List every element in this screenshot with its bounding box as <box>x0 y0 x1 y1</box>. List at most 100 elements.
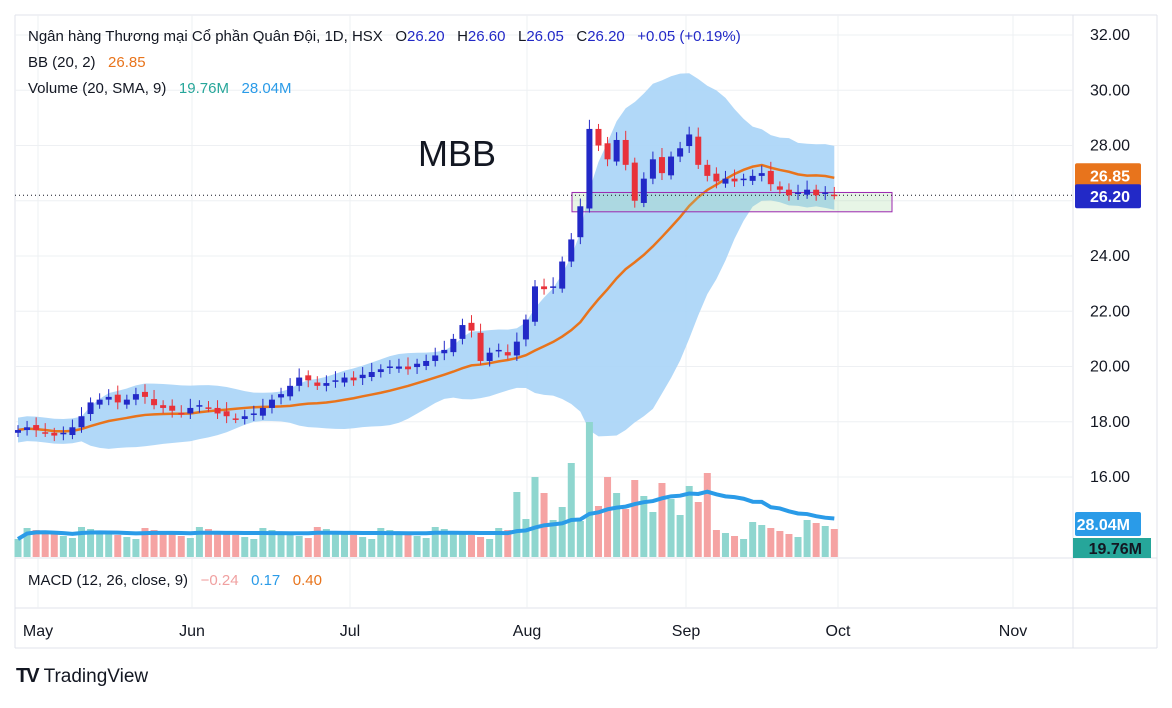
volume-bar <box>776 531 784 557</box>
volume-bar <box>322 529 330 557</box>
tradingview-brand[interactable]: TV TradingView <box>16 665 148 688</box>
y-tick-label: 16.00 <box>1090 469 1130 486</box>
volume-bar <box>504 530 512 557</box>
change-value: +0.05 (+0.19%) <box>637 28 741 45</box>
zone-rect <box>571 191 893 213</box>
candle-body <box>151 399 158 406</box>
candle-body <box>822 192 829 194</box>
candle-body <box>60 432 67 435</box>
volume-bar <box>649 512 657 557</box>
volume-bar <box>77 527 85 557</box>
open-label: O <box>395 28 407 45</box>
bb-band-fill <box>18 73 835 449</box>
volume-bar <box>431 527 439 557</box>
high-label: H <box>457 28 468 45</box>
volume-bar <box>150 530 158 557</box>
candle-body <box>495 349 502 352</box>
candle-body <box>722 178 729 184</box>
volume-sma-value: 28.04M <box>241 80 292 97</box>
volume-sma-badge: 28.04M <box>1077 517 1130 534</box>
volume-bar <box>712 530 720 557</box>
candle-body <box>704 164 711 176</box>
candle-body <box>677 148 684 157</box>
candle-body <box>368 372 375 377</box>
candle-body <box>114 394 121 403</box>
candle-body <box>423 360 430 366</box>
low-value: 26.05 <box>526 28 564 45</box>
volume-value: 19.76M <box>178 80 229 97</box>
candle-body <box>441 349 448 354</box>
bb-mid-badge-bg <box>1075 163 1141 188</box>
volume-bar <box>495 528 503 557</box>
tradingview-logo-icon: TV <box>16 665 40 687</box>
candle-body <box>160 405 167 408</box>
volume-bar <box>368 539 376 557</box>
y-tick-label: 28.00 <box>1090 138 1130 155</box>
volume-bar <box>331 531 339 557</box>
candle-body <box>631 162 638 201</box>
candle-body <box>432 355 439 361</box>
volume-bar <box>613 493 621 557</box>
volume-bar <box>286 534 294 557</box>
volume-bar <box>141 528 149 557</box>
close-label: C <box>576 28 588 45</box>
volume-bar <box>341 533 349 557</box>
candle-body <box>359 374 366 379</box>
candle-body <box>568 239 575 262</box>
volume-bar <box>268 530 276 557</box>
volume-bar <box>468 535 475 557</box>
volume-bar <box>440 529 448 557</box>
volume-bar <box>132 539 140 557</box>
volume-bar <box>731 536 739 557</box>
bb-mid-badge: 26.85 <box>1090 168 1130 185</box>
candle-body <box>51 432 58 436</box>
candle-body <box>622 139 629 165</box>
brand-name: TradingView <box>43 665 149 687</box>
candle-body <box>332 380 339 382</box>
candle-body <box>178 412 185 415</box>
chart-title: MBB <box>418 133 496 174</box>
legend-macd: MACD (12, 26, close, 9) −0.24 0.17 0.40 <box>28 568 322 594</box>
candle-body <box>42 432 49 434</box>
volume-bar <box>359 537 367 557</box>
volume-bar <box>576 521 584 557</box>
volume-bar <box>195 527 203 557</box>
volume-bar <box>186 538 194 557</box>
volume-bar <box>767 528 775 557</box>
volume-bar <box>821 526 829 557</box>
high-value: 26.60 <box>467 28 506 45</box>
volume-bar <box>486 539 494 557</box>
candle-body <box>278 394 285 398</box>
volume-bar <box>758 525 766 557</box>
volume-bar <box>14 539 22 557</box>
volume-bar <box>50 534 58 557</box>
candle-body <box>604 143 611 160</box>
volume-bar <box>622 509 630 557</box>
volume-bar <box>32 530 40 557</box>
volume-bar <box>803 520 811 557</box>
volume-bar <box>631 480 639 557</box>
candle-body <box>87 402 94 415</box>
candle-body <box>405 366 412 370</box>
volume-bar <box>449 531 457 557</box>
candle-body <box>232 418 239 420</box>
candle-body <box>214 407 221 414</box>
candle-body <box>250 413 257 415</box>
candle-body <box>132 394 139 400</box>
candle-body <box>296 377 303 386</box>
macd-histogram: 0.40 <box>292 572 322 589</box>
volume-badge: 19.76M <box>1089 541 1142 558</box>
volume-bar <box>386 530 394 557</box>
support-zone <box>15 191 1073 213</box>
volume-bar <box>785 534 793 557</box>
candle-body <box>78 416 85 428</box>
volume-bar <box>114 535 122 557</box>
volume-bar <box>223 533 231 557</box>
candle-body <box>559 261 566 289</box>
close-value: 26.20 <box>587 28 625 45</box>
volume-bar <box>667 499 675 557</box>
candle-body <box>749 175 756 181</box>
volume-sma-badge-bg <box>1075 512 1141 536</box>
volume-bar <box>830 529 838 557</box>
